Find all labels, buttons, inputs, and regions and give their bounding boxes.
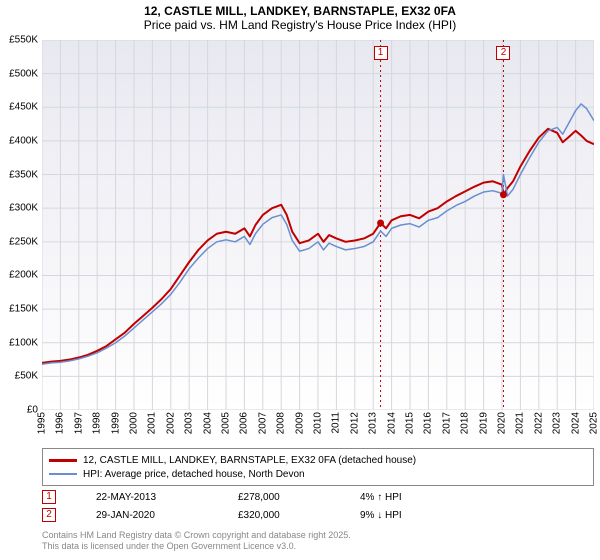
y-tick-label: £450K bbox=[0, 102, 38, 113]
transaction-price: £320,000 bbox=[238, 510, 328, 521]
attribution-line2: This data is licensed under the Open Gov… bbox=[42, 541, 351, 552]
y-tick-label: £300K bbox=[0, 203, 38, 214]
legend-box: 12, CASTLE MILL, LANDKEY, BARNSTAPLE, EX… bbox=[42, 448, 594, 486]
plot-svg bbox=[42, 40, 594, 410]
x-tick-label: 2004 bbox=[202, 412, 213, 434]
x-tick-label: 2008 bbox=[276, 412, 287, 434]
x-tick-label: 2009 bbox=[294, 412, 305, 434]
legend-label: 12, CASTLE MILL, LANDKEY, BARNSTAPLE, EX… bbox=[83, 455, 416, 466]
y-tick-label: £250K bbox=[0, 236, 38, 247]
title-block: 12, CASTLE MILL, LANDKEY, BARNSTAPLE, EX… bbox=[0, 0, 600, 34]
x-tick-label: 1998 bbox=[92, 412, 103, 434]
x-tick-label: 2016 bbox=[423, 412, 434, 434]
price-marker: 2 bbox=[496, 46, 510, 60]
x-tick-label: 2000 bbox=[129, 412, 140, 434]
y-tick-label: £200K bbox=[0, 270, 38, 281]
attribution-line1: Contains HM Land Registry data © Crown c… bbox=[42, 530, 351, 541]
y-tick-label: £50K bbox=[0, 371, 38, 382]
x-tick-label: 2006 bbox=[239, 412, 250, 434]
transaction-price: £278,000 bbox=[238, 492, 328, 503]
x-tick-label: 2003 bbox=[184, 412, 195, 434]
legend-label: HPI: Average price, detached house, Nort… bbox=[83, 469, 305, 480]
legend-item: HPI: Average price, detached house, Nort… bbox=[49, 467, 587, 481]
x-tick-label: 1999 bbox=[110, 412, 121, 434]
transaction-date: 29-JAN-2020 bbox=[96, 510, 206, 521]
x-tick-label: 2010 bbox=[313, 412, 324, 434]
y-tick-label: £400K bbox=[0, 135, 38, 146]
x-tick-label: 2022 bbox=[533, 412, 544, 434]
legend-swatch bbox=[49, 473, 77, 475]
x-tick-label: 2007 bbox=[257, 412, 268, 434]
transaction-change: 9% ↓ HPI bbox=[360, 510, 402, 521]
transaction-change: 4% ↑ HPI bbox=[360, 492, 402, 503]
x-tick-label: 2019 bbox=[478, 412, 489, 434]
y-tick-label: £350K bbox=[0, 169, 38, 180]
title-line2: Price paid vs. HM Land Registry's House … bbox=[0, 18, 600, 32]
price-marker: 1 bbox=[374, 46, 388, 60]
attribution: Contains HM Land Registry data © Crown c… bbox=[42, 530, 351, 552]
x-tick-label: 2013 bbox=[368, 412, 379, 434]
x-tick-label: 2021 bbox=[515, 412, 526, 434]
x-tick-label: 2020 bbox=[497, 412, 508, 434]
title-line1: 12, CASTLE MILL, LANDKEY, BARNSTAPLE, EX… bbox=[0, 4, 600, 18]
x-tick-label: 1996 bbox=[55, 412, 66, 434]
x-tick-label: 2015 bbox=[405, 412, 416, 434]
y-tick-label: £550K bbox=[0, 35, 38, 46]
transaction-row: 1 22-MAY-2013 £278,000 4% ↑ HPI bbox=[42, 488, 594, 506]
x-tick-label: 2018 bbox=[460, 412, 471, 434]
y-tick-label: £100K bbox=[0, 337, 38, 348]
x-tick-label: 2001 bbox=[147, 412, 158, 434]
y-tick-label: £500K bbox=[0, 68, 38, 79]
y-tick-label: £0 bbox=[0, 405, 38, 416]
transaction-row: 2 29-JAN-2020 £320,000 9% ↓ HPI bbox=[42, 506, 594, 524]
x-tick-label: 2014 bbox=[386, 412, 397, 434]
y-tick-label: £150K bbox=[0, 304, 38, 315]
x-tick-label: 2002 bbox=[165, 412, 176, 434]
x-tick-label: 2017 bbox=[441, 412, 452, 434]
legend-swatch bbox=[49, 459, 77, 462]
x-tick-label: 2012 bbox=[349, 412, 360, 434]
x-tick-label: 2024 bbox=[570, 412, 581, 434]
transaction-marker: 1 bbox=[42, 490, 56, 504]
chart-container: 12, CASTLE MILL, LANDKEY, BARNSTAPLE, EX… bbox=[0, 0, 600, 560]
x-tick-label: 2005 bbox=[221, 412, 232, 434]
legend-item: 12, CASTLE MILL, LANDKEY, BARNSTAPLE, EX… bbox=[49, 453, 587, 467]
x-tick-label: 1995 bbox=[37, 412, 48, 434]
x-tick-label: 2025 bbox=[589, 412, 600, 434]
x-tick-label: 2011 bbox=[331, 412, 342, 434]
x-tick-label: 2023 bbox=[552, 412, 563, 434]
x-tick-label: 1997 bbox=[73, 412, 84, 434]
transaction-date: 22-MAY-2013 bbox=[96, 492, 206, 503]
transactions-table: 1 22-MAY-2013 £278,000 4% ↑ HPI 2 29-JAN-2020… bbox=[42, 488, 594, 524]
transaction-marker: 2 bbox=[42, 508, 56, 522]
plot-area bbox=[42, 40, 594, 410]
